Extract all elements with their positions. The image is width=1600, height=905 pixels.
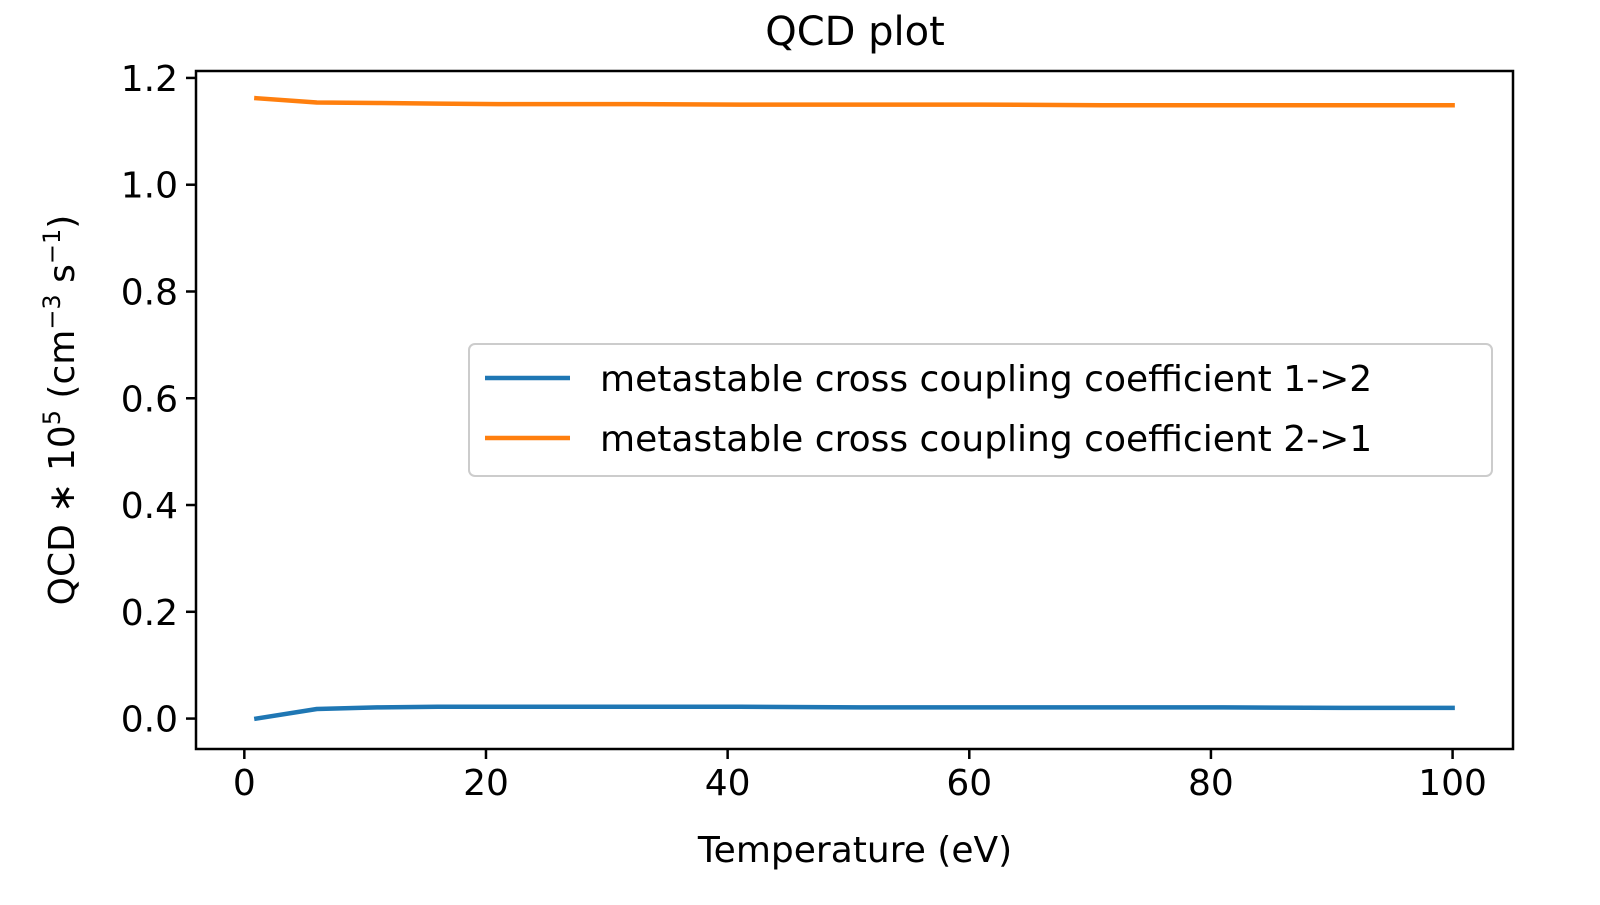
y-axis-label-unit-open: (cm — [42, 330, 83, 410]
x-tick-label: 100 — [1418, 763, 1487, 804]
legend-label-1: metastable cross coupling coefficient 1-… — [600, 359, 1372, 400]
y-axis: 0.0 0.2 0.4 0.6 0.8 1.0 1.2 — [121, 59, 196, 741]
x-tick-label: 20 — [463, 763, 509, 804]
x-axis: 0 20 40 60 80 100 — [233, 749, 1487, 804]
x-tick-label: 80 — [1188, 763, 1234, 804]
y-axis-label: QCD ∗ 105 (cm−3 s−1) — [38, 215, 83, 606]
y-axis-label-unit-close: ) — [42, 215, 83, 229]
y-tick-label: 0.2 — [121, 593, 178, 634]
y-tick-label: 1.2 — [121, 59, 178, 100]
chart-title: QCD plot — [765, 9, 945, 55]
y-tick-label: 1.0 — [121, 166, 178, 207]
x-axis-label: Temperature (eV) — [697, 830, 1012, 871]
legend-label-2: metastable cross coupling coefficient 2-… — [600, 419, 1372, 460]
y-tick-label: 0.4 — [121, 486, 178, 527]
y-axis-label-exponent: 5 — [38, 410, 66, 425]
y-tick-label: 0.0 — [121, 700, 178, 741]
y-axis-label-unit-exponent-2: −1 — [38, 229, 66, 264]
series-line-1 — [253, 704, 1455, 722]
series-line-2 — [253, 95, 1455, 108]
y-axis-label-unit-exponent-1: −3 — [38, 294, 66, 329]
y-axis-label-prefix: QCD ∗ 10 — [42, 425, 83, 605]
x-tick-label: 40 — [705, 763, 751, 804]
y-tick-label: 0.6 — [121, 379, 178, 420]
x-tick-label: 60 — [946, 763, 992, 804]
x-tick-label: 0 — [233, 763, 256, 804]
y-tick-label: 0.8 — [121, 272, 178, 313]
plot-area-frame — [194, 69, 1515, 751]
legend: metastable cross coupling coefficient 1-… — [468, 343, 1493, 477]
y-axis-label-unit-mid: s — [42, 264, 83, 294]
series-layer — [253, 95, 1455, 722]
legend-box — [468, 343, 1493, 477]
